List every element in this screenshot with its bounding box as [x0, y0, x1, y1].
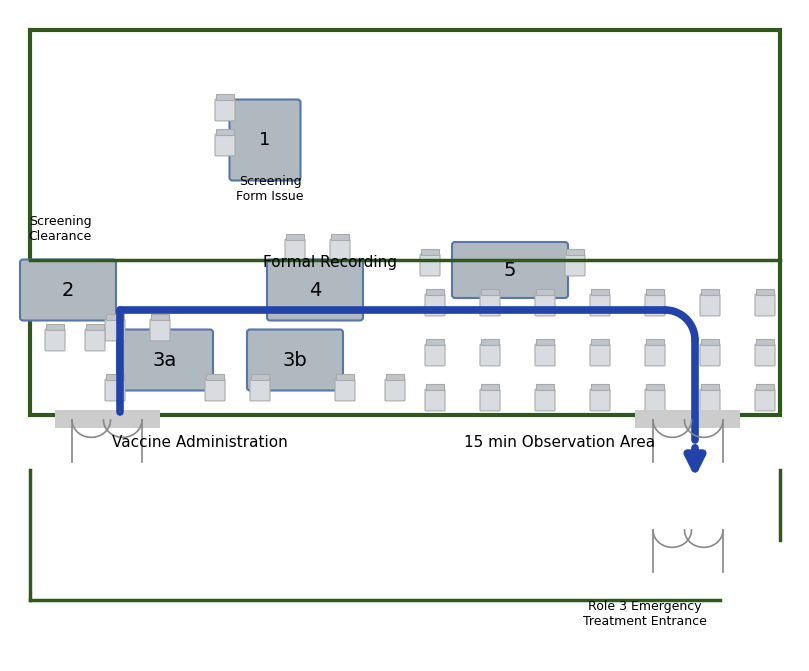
FancyBboxPatch shape — [645, 389, 665, 411]
FancyBboxPatch shape — [215, 134, 235, 156]
FancyBboxPatch shape — [117, 329, 213, 391]
Bar — [701, 339, 719, 345]
Bar — [536, 339, 554, 345]
Bar — [421, 249, 439, 255]
Bar — [426, 339, 444, 345]
FancyBboxPatch shape — [105, 319, 125, 341]
FancyBboxPatch shape — [205, 379, 225, 401]
FancyBboxPatch shape — [535, 344, 555, 366]
Bar — [46, 324, 64, 330]
Bar — [536, 289, 554, 295]
FancyBboxPatch shape — [480, 389, 500, 411]
Text: 5: 5 — [504, 260, 516, 280]
Bar — [336, 374, 354, 380]
Bar — [30, 30, 780, 415]
Bar — [536, 384, 554, 390]
Bar — [756, 289, 774, 295]
FancyBboxPatch shape — [425, 389, 445, 411]
Text: 4: 4 — [309, 280, 321, 299]
FancyBboxPatch shape — [590, 344, 610, 366]
Bar — [481, 339, 499, 345]
Text: Screening
Form Issue: Screening Form Issue — [236, 175, 303, 203]
Text: Role 3 Emergency
Treatment Entrance: Role 3 Emergency Treatment Entrance — [583, 600, 707, 628]
FancyBboxPatch shape — [700, 344, 720, 366]
FancyBboxPatch shape — [565, 254, 585, 276]
FancyBboxPatch shape — [645, 344, 665, 366]
FancyBboxPatch shape — [267, 260, 363, 321]
FancyBboxPatch shape — [230, 99, 300, 180]
FancyBboxPatch shape — [250, 379, 270, 401]
FancyBboxPatch shape — [425, 294, 445, 316]
Text: Screening
Clearance: Screening Clearance — [28, 215, 91, 243]
Bar — [591, 339, 609, 345]
FancyBboxPatch shape — [215, 99, 235, 121]
Bar — [426, 384, 444, 390]
FancyBboxPatch shape — [150, 319, 170, 341]
Bar — [55, 410, 160, 428]
Text: Vaccine Administration: Vaccine Administration — [112, 435, 288, 450]
Bar — [481, 289, 499, 295]
Bar — [106, 374, 124, 380]
Bar — [701, 289, 719, 295]
FancyBboxPatch shape — [590, 294, 610, 316]
FancyBboxPatch shape — [700, 294, 720, 316]
Bar — [151, 314, 169, 320]
FancyBboxPatch shape — [755, 344, 775, 366]
FancyBboxPatch shape — [452, 242, 568, 298]
FancyBboxPatch shape — [700, 389, 720, 411]
FancyBboxPatch shape — [105, 379, 125, 401]
FancyBboxPatch shape — [285, 239, 305, 261]
FancyBboxPatch shape — [85, 329, 105, 351]
Bar — [286, 234, 304, 240]
Bar — [86, 324, 104, 330]
Bar — [591, 384, 609, 390]
Bar — [216, 129, 234, 135]
FancyBboxPatch shape — [420, 254, 440, 276]
Bar — [251, 374, 269, 380]
Bar — [646, 289, 664, 295]
Bar — [386, 374, 404, 380]
FancyBboxPatch shape — [590, 389, 610, 411]
FancyBboxPatch shape — [480, 294, 500, 316]
Bar — [106, 314, 124, 320]
FancyBboxPatch shape — [385, 379, 405, 401]
Bar — [591, 289, 609, 295]
Bar — [756, 339, 774, 345]
Bar — [331, 234, 349, 240]
Bar — [701, 384, 719, 390]
Text: 2: 2 — [61, 280, 74, 299]
Bar — [481, 384, 499, 390]
FancyBboxPatch shape — [480, 344, 500, 366]
Text: Formal Recording: Formal Recording — [263, 255, 397, 270]
FancyBboxPatch shape — [20, 260, 116, 321]
FancyBboxPatch shape — [755, 389, 775, 411]
FancyBboxPatch shape — [535, 389, 555, 411]
Bar — [206, 374, 224, 380]
Bar — [426, 289, 444, 295]
FancyBboxPatch shape — [535, 294, 555, 316]
FancyBboxPatch shape — [330, 239, 350, 261]
Bar — [756, 384, 774, 390]
FancyBboxPatch shape — [45, 329, 65, 351]
Bar — [216, 94, 234, 100]
FancyBboxPatch shape — [335, 379, 355, 401]
Text: 1: 1 — [260, 131, 271, 149]
Bar — [646, 339, 664, 345]
FancyBboxPatch shape — [425, 344, 445, 366]
Bar — [635, 410, 740, 428]
Text: 3a: 3a — [153, 350, 177, 370]
FancyBboxPatch shape — [247, 329, 343, 391]
FancyBboxPatch shape — [755, 294, 775, 316]
Text: 15 min Observation Area: 15 min Observation Area — [464, 435, 655, 450]
Bar — [566, 249, 584, 255]
Bar — [646, 384, 664, 390]
FancyBboxPatch shape — [645, 294, 665, 316]
Text: 3b: 3b — [282, 350, 307, 370]
